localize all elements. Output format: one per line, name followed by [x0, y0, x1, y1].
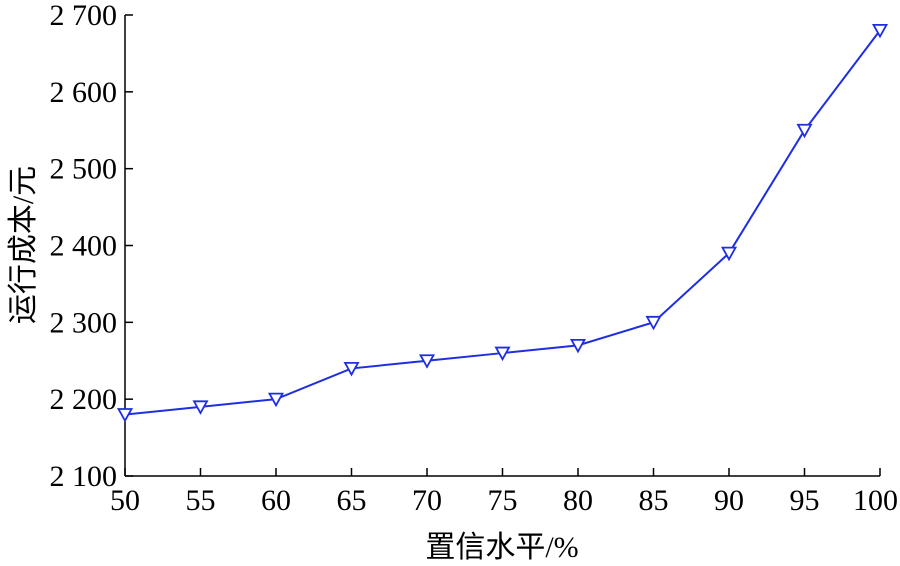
x-tick-label: 55 [186, 484, 216, 517]
x-tick-label: 65 [337, 484, 367, 517]
y-tick-label: 2 500 [50, 153, 118, 186]
y-tick-label: 2 700 [50, 0, 118, 32]
data-point-marker [418, 354, 436, 369]
data-point-marker [267, 392, 285, 408]
y-tick-label: 2 300 [50, 306, 118, 339]
data-point-marker [871, 23, 889, 39]
x-tick-label: 50 [110, 484, 140, 517]
x-tick-label: 80 [563, 484, 593, 517]
data-point-marker [796, 123, 813, 139]
x-tick-label: 75 [488, 484, 518, 517]
data-point-marker [116, 408, 134, 423]
x-ticks: 50 55 60 65 70 75 80 85 90 95 100 [110, 468, 898, 517]
data-point-marker [343, 362, 360, 377]
x-tick-label: 60 [261, 484, 291, 517]
data-point-marker [720, 246, 738, 262]
series-layer [116, 23, 889, 423]
axes [124, 15, 880, 477]
y-ticks: 2 100 2 200 2 300 2 400 2 500 2 600 2 700 [50, 0, 133, 493]
y-tick-label: 2 100 [50, 460, 118, 493]
y-tick-label: 2 400 [50, 230, 118, 263]
data-point-marker [192, 400, 209, 415]
x-tick-label: 100 [853, 484, 898, 517]
x-tick-label: 70 [412, 484, 442, 517]
x-tick-label: 85 [639, 484, 669, 517]
data-point-marker [569, 338, 587, 354]
x-tick-label: 95 [790, 484, 820, 517]
data-point-marker [494, 346, 511, 362]
y-axis-label: 运行成本/元 [7, 166, 40, 324]
y-tick-label: 2 200 [50, 383, 118, 416]
x-axis-label: 置信水平/% [425, 531, 578, 564]
data-point-marker [645, 315, 662, 331]
x-tick-label: 90 [714, 484, 744, 517]
y-tick-label: 2 600 [50, 76, 118, 109]
